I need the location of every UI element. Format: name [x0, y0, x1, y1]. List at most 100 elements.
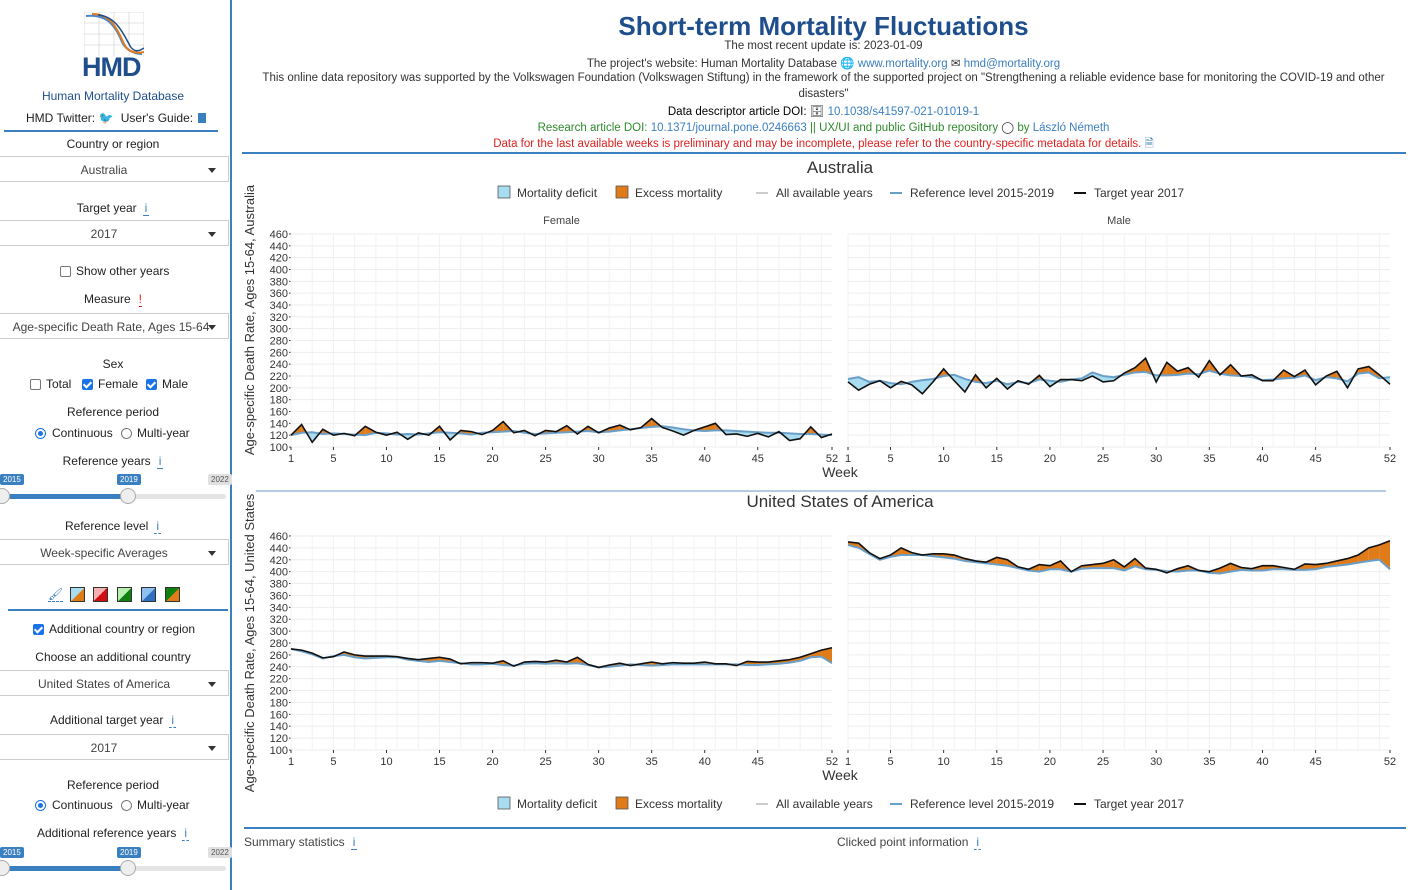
- measure-select[interactable]: Age-specific Death Rate, Ages 15-64: [0, 313, 229, 339]
- deficit-area: [848, 377, 859, 391]
- x-tick-label: 1: [845, 453, 851, 465]
- x-tick-label: 35: [646, 453, 658, 465]
- x-tick-label: 5: [330, 453, 336, 465]
- guide-book-icon[interactable]: [198, 113, 207, 123]
- add-ref-multiyear-radio[interactable]: [121, 800, 132, 811]
- ref-multiyear-radio[interactable]: [121, 428, 132, 439]
- palette-swatch-4[interactable]: [141, 587, 156, 602]
- charts-area[interactable]: Australia Mortality deficit Excess mortali…: [236, 155, 1411, 825]
- info-icon[interactable]: i: [169, 713, 177, 728]
- research-link[interactable]: 10.1371/journal.pone.0246663: [650, 122, 807, 134]
- sex-female-label: Female: [98, 377, 139, 391]
- add-country-select[interactable]: United States of America: [0, 670, 229, 696]
- country-label: Country or region: [66, 137, 160, 151]
- x-tick-label: 20: [486, 756, 498, 768]
- github-icon[interactable]: ◯: [1001, 122, 1015, 134]
- slider-handle-start[interactable]: [0, 488, 10, 504]
- ref-level-select[interactable]: Week-specific Averages: [0, 539, 229, 565]
- x-tick-label: 45: [1309, 756, 1321, 768]
- email-link[interactable]: hmd@mortality.org: [963, 58, 1061, 70]
- x-tick-label: 10: [938, 453, 950, 465]
- legend-target-label: Target year 2017: [1094, 797, 1184, 811]
- add-ref-continuous-radio[interactable]: [35, 800, 46, 811]
- x-tick-label: 30: [1150, 453, 1162, 465]
- x-tick-label: 10: [380, 756, 392, 768]
- add-country-label: Additional country or region: [49, 622, 196, 636]
- legend-all-years-label: All available years: [776, 186, 873, 200]
- deficit-area: [954, 374, 965, 392]
- x-tick-label: 35: [1203, 756, 1215, 768]
- y-tick-label: 380: [270, 276, 288, 288]
- legend-reference-label: Reference level 2015-2019: [910, 186, 1054, 200]
- sex-female-checkbox[interactable]: [82, 379, 93, 390]
- sex-male-checkbox[interactable]: [146, 379, 157, 390]
- show-other-years-checkbox[interactable]: [60, 266, 71, 277]
- slider-handle-end[interactable]: [120, 860, 136, 876]
- y-tick-label: 300: [270, 626, 288, 638]
- y-tick-label: 340: [270, 602, 288, 614]
- info-icon[interactable]: i: [154, 519, 162, 534]
- main-panel: Short-term Mortality Fluctuations The mo…: [236, 0, 1411, 890]
- twitter-icon[interactable]: 🐦: [98, 111, 114, 125]
- x-tick-label: 5: [887, 756, 893, 768]
- warning-icon[interactable]: !: [138, 292, 143, 307]
- palette-swatch-5[interactable]: [165, 587, 180, 602]
- x-tick-label: 15: [991, 453, 1003, 465]
- author-link[interactable]: László Németh: [1032, 122, 1110, 134]
- ref-years-label: Reference years i: [62, 454, 164, 469]
- excess-area: [1134, 358, 1146, 373]
- slider-value-tag: 2019: [117, 474, 141, 485]
- country-select[interactable]: Australia: [0, 156, 229, 182]
- ref-years-slider[interactable]: [0, 494, 226, 499]
- globe-icon: 🌐: [840, 58, 855, 70]
- x-tick-label: 40: [699, 756, 711, 768]
- x-tick-label: 15: [433, 453, 445, 465]
- add-country-checkbox[interactable]: [33, 624, 44, 635]
- info-icon[interactable]: i: [974, 835, 982, 850]
- sex-total-checkbox[interactable]: [30, 379, 41, 390]
- y-tick-label: 280: [270, 336, 288, 348]
- chevron-down-icon: [208, 325, 216, 330]
- website-link[interactable]: www.mortality.org: [857, 58, 948, 70]
- info-icon[interactable]: i: [156, 454, 164, 469]
- ref-continuous-radio[interactable]: [35, 428, 46, 439]
- info-icon[interactable]: i: [350, 835, 358, 850]
- panel-title: Male: [1107, 215, 1131, 227]
- add-ref-period-label: Reference period: [66, 778, 160, 792]
- doi-link[interactable]: 10.1038/s41597-021-01019-1: [827, 106, 980, 118]
- y-tick-label: 320: [270, 312, 288, 324]
- add-ref-continuous-label: Continuous: [52, 798, 113, 812]
- document-icon[interactable]: 🗎: [1144, 138, 1154, 150]
- paintbrush-icon[interactable]: 🖌: [48, 587, 64, 602]
- y-tick-label: 180: [270, 395, 288, 407]
- excess-area: [1358, 547, 1369, 563]
- info-icon[interactable]: i: [142, 201, 150, 216]
- warning-line: Data for the last available weeks is pre…: [493, 138, 1154, 150]
- excess-area: [810, 650, 822, 658]
- add-ref-years-slider[interactable]: [0, 866, 226, 871]
- y-tick-label: 420: [270, 555, 288, 567]
- palette-swatch-1[interactable]: [70, 587, 85, 602]
- add-target-select[interactable]: 2017: [0, 734, 229, 760]
- target-year-label: Target year i: [76, 201, 150, 216]
- info-icon[interactable]: i: [182, 826, 190, 841]
- slider-handle-end[interactable]: [120, 488, 136, 504]
- palette-swatch-3[interactable]: [117, 587, 132, 602]
- excess-area: [1103, 559, 1114, 569]
- y-tick-label: 280: [270, 638, 288, 650]
- chevron-down-icon: [208, 746, 216, 751]
- target-year-line: [290, 417, 833, 444]
- y-tick-label: 100: [270, 745, 288, 757]
- target-year-select[interactable]: 2017: [0, 220, 229, 246]
- y-tick-label: 200: [270, 383, 288, 395]
- sex-label: Sex: [102, 357, 124, 371]
- slider-handle-start[interactable]: [0, 860, 10, 876]
- y-tick-label: 240: [270, 662, 288, 674]
- y-tick-label: 140: [270, 721, 288, 733]
- palette-swatch-2[interactable]: [93, 587, 108, 602]
- add-slider-value-tag: 2019: [117, 847, 141, 858]
- x-tick-label: 52: [1384, 756, 1396, 768]
- excess-area: [821, 647, 832, 664]
- hmd-logo-icon: [84, 12, 144, 56]
- chevron-down-icon: [208, 682, 216, 687]
